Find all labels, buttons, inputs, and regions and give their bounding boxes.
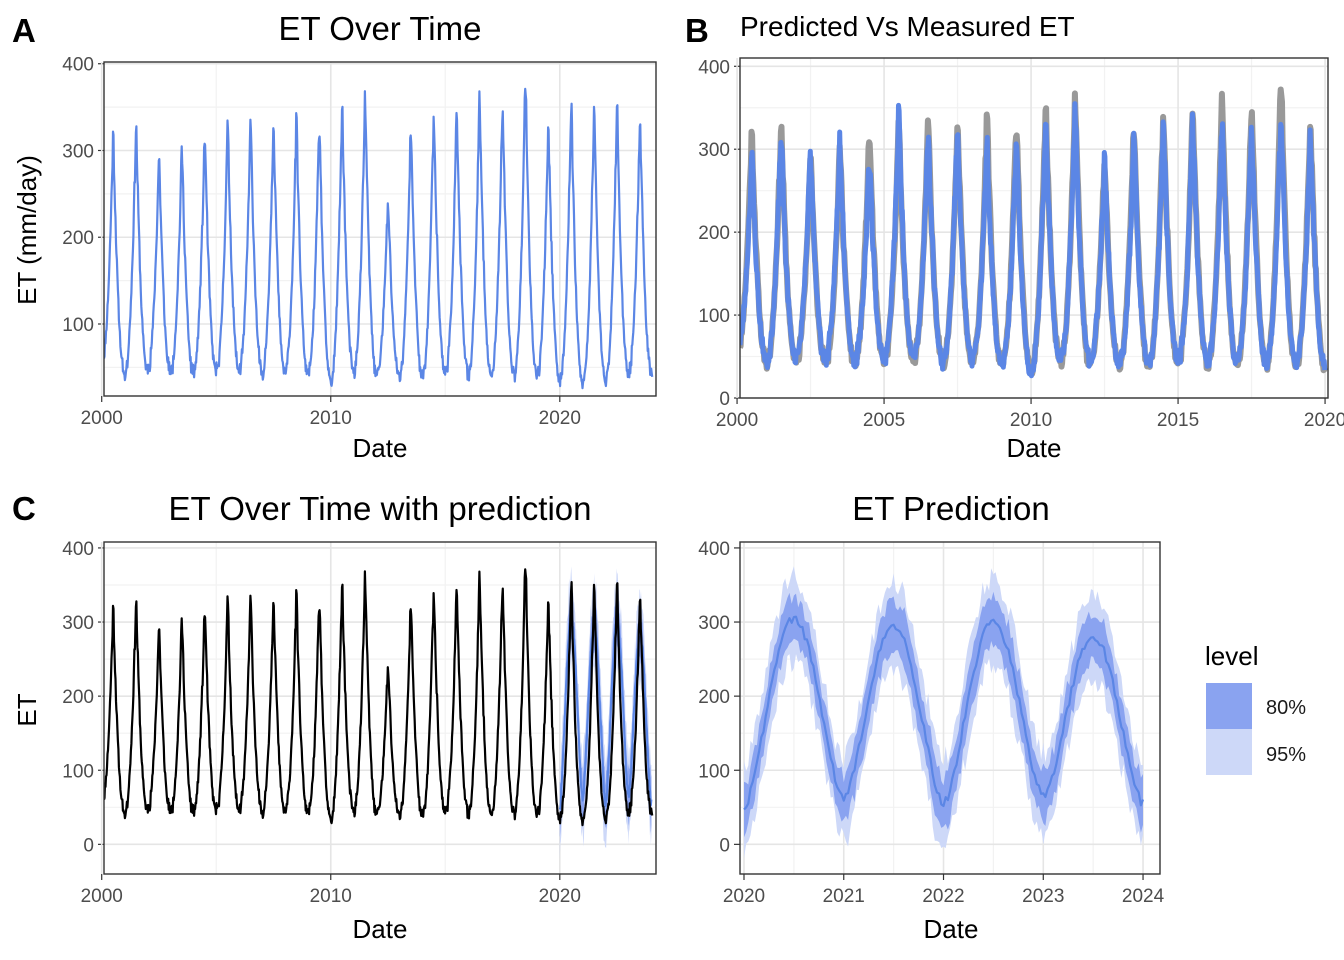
panel-a: A ET Over Time Date ET (mm/day) 100 200 30… [12,10,657,463]
x-tick-label: 2015 [1157,410,1199,431]
panel-a-title: ET Over Time [279,10,482,47]
legend-key-95 [1206,729,1252,775]
series-layer [104,566,654,859]
x-tick-label: 2000 [81,886,123,907]
x-tick-label: 2000 [81,408,123,429]
x-tick-label: 2010 [1010,410,1052,431]
panel-c-title: ET Over Time with prediction [168,490,591,527]
series-line-observed [104,568,654,827]
x-tick-label: 2020 [539,408,581,429]
y-tick-label: 400 [62,55,94,76]
y-tick-label: 100 [62,761,94,782]
y-tick-label: 200 [698,687,730,708]
x-tick-label: 2021 [823,886,865,907]
panel-a-plot: 100 200 300 400 2000 2010 2020 [62,55,657,429]
y-tick-label: 100 [62,315,94,336]
plot-background [104,542,656,874]
plot-border [103,61,657,397]
series-layer [743,566,1145,859]
forecast-mean-line [558,615,653,810]
plot-border [739,57,1329,399]
panel-d-plot: 0 100 200 300 400 2020 2021 2022 2023 2024 [698,539,1164,907]
x-tick-label: 2005 [863,410,905,431]
x-tick-label: 2023 [1022,886,1064,907]
y-tick-label: 400 [698,539,730,560]
panel-b: B Predicted Vs Measured ET Date 0 100 200 3… [685,11,1344,463]
x-tick-label: 2010 [310,408,352,429]
x-tick-label: 2022 [922,886,964,907]
panel-d: ET Prediction Date 0 100 200 300 400 2020 2021… [698,490,1164,944]
x-tick-label: 2010 [310,886,352,907]
y-tick-label: 200 [62,687,94,708]
forecast-band-80 [559,591,652,838]
y-tick-label: 300 [62,141,94,162]
y-tick-label: 400 [698,57,730,78]
y-tick-label: 100 [698,761,730,782]
x-tick-label: 2020 [1304,410,1344,431]
series-line-et [104,87,654,390]
panel-b-title: Predicted Vs Measured ET [740,11,1075,42]
panel-b-plot: 0 100 200 300 400 2000 2005 2010 2015 2020 [698,57,1344,431]
x-tick-label: 2020 [723,886,765,907]
series-layer [740,86,1328,379]
panel-a-y-axis-title: ET (mm/day) [12,155,42,305]
legend: level 80% 95% [1205,641,1306,775]
panel-b-tag: B [685,12,709,49]
panel-a-x-axis-title: Date [353,433,408,463]
panel-a-tag: A [12,12,36,49]
panel-c-x-axis-title: Date [353,914,408,944]
panel-c-plot: 0 100 200 300 400 2000 2010 2020 [62,539,657,907]
panel-c-tag: C [12,490,36,527]
y-tick-label: 300 [698,140,730,161]
legend-label-95: 95% [1266,744,1306,766]
y-tick-label: 100 [698,306,730,327]
series-layer [104,87,654,390]
panel-d-title: ET Prediction [852,490,1049,527]
panel-d-x-axis-title: Date [924,914,979,944]
y-tick-label: 0 [719,835,730,856]
x-tick-label: 2020 [539,886,581,907]
y-tick-label: 200 [62,228,94,249]
x-tick-label: 2024 [1122,886,1165,907]
panel-c-y-axis-title: ET [12,693,42,726]
y-tick-label: 300 [62,613,94,634]
y-tick-label: 200 [698,223,730,244]
plot-border [739,541,1161,875]
y-tick-label: 300 [698,613,730,634]
forecast-mean-line [743,615,1145,811]
legend-label-80: 80% [1266,697,1306,719]
panel-b-x-axis-title: Date [1007,433,1062,463]
y-tick-label: 0 [719,389,730,410]
y-tick-label: 400 [62,539,94,560]
y-tick-label: 0 [83,835,94,856]
series-line-predicted [740,101,1328,379]
x-tick-label: 2000 [716,410,758,431]
panel-c: C ET Over Time with prediction Date ET 0… [12,490,657,944]
legend-title: level [1205,641,1258,671]
plot-border [103,541,657,875]
legend-key-80 [1206,683,1252,729]
forecast-band-80 [744,591,1143,838]
